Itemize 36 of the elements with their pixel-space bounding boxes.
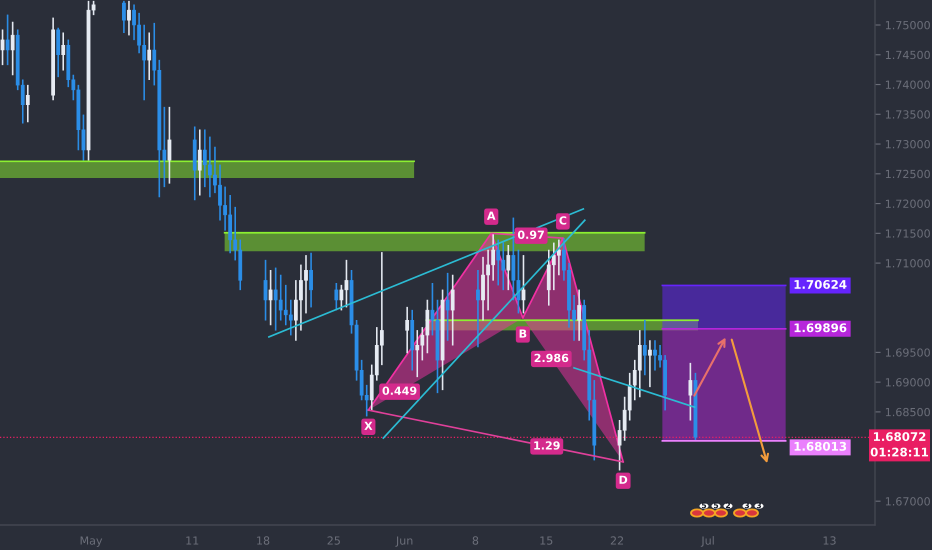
y-tick-label: 1.73000 <box>886 140 930 148</box>
x-tick-label: 25 <box>328 536 340 545</box>
x-tick-label: 8 <box>472 536 478 545</box>
y-tick-label: 1.67000 <box>886 497 930 506</box>
y-tick-label: 1.72500 <box>886 170 930 178</box>
data-label: 1.69896 <box>794 323 846 332</box>
ref-line-label: 1.68072 01:28:11 <box>870 432 928 457</box>
data-label: D <box>620 476 628 484</box>
data-label: C <box>559 216 566 225</box>
y-tick-label: 1.69500 <box>886 348 930 357</box>
y-tick-label: 1.73500 <box>886 110 930 119</box>
y-tick-label: 1.71500 <box>886 229 930 238</box>
x-tick-label: 22 <box>610 536 624 545</box>
annotation: 0.97 <box>518 230 544 239</box>
data-label: B <box>520 329 526 338</box>
annotation: 1.29 <box>534 441 560 450</box>
data-label: 1.68013 <box>794 442 846 451</box>
x-tick-label: 11 <box>186 536 198 545</box>
x-tick-label: Jun <box>395 536 412 547</box>
x-tick-label: May <box>80 536 102 547</box>
annotation: 2.986 <box>534 354 568 362</box>
y-tick-label: 1.74000 <box>886 80 930 89</box>
data-label: 1.70624 <box>794 280 846 289</box>
annotation: 0.449 <box>382 386 416 395</box>
x-tick-label: Jul <box>700 536 714 547</box>
data-label: A <box>486 212 496 220</box>
x-tick-label: 13 <box>824 536 836 545</box>
y-tick-label: 1.71000 <box>886 259 930 268</box>
y-tick-label: 1.75000 <box>886 20 930 30</box>
y-tick-label: 1.69000 <box>886 378 930 387</box>
y-tick-label: 1.72000 <box>886 200 930 208</box>
x-tick-label: 18 <box>257 536 270 545</box>
data-label: X <box>364 422 372 430</box>
x-tick-label: 15 <box>540 536 552 545</box>
y-tick-label: 1.68500 <box>886 408 930 416</box>
y-tick-label: 1.74500 <box>886 50 930 60</box>
